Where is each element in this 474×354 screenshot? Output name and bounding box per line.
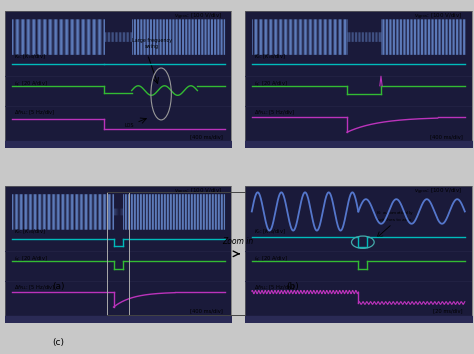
- Text: $K_c$: [$K_{c0}$/div]: $K_c$: [$K_{c0}$/div]: [14, 53, 46, 62]
- Text: LOS: LOS: [125, 123, 134, 128]
- Text: $\Delta f_{PLL}$: [5 Hz/div]: $\Delta f_{PLL}$: [5 Hz/div]: [14, 109, 55, 118]
- Text: Large frequency
swing: Large frequency swing: [132, 38, 172, 49]
- Text: $v_{gpvs}$: [100 V/div]: $v_{gpvs}$: [100 V/div]: [414, 187, 463, 197]
- Text: $v_{gpvs}$: [100 V/div]: $v_{gpvs}$: [100 V/div]: [174, 12, 222, 22]
- Text: $i_q$: [20 A/div]: $i_q$: [20 A/div]: [254, 80, 288, 90]
- Text: $K_c$: [$K_{c0}$/div]: $K_c$: [$K_{c0}$/div]: [254, 227, 286, 236]
- Text: [400 ms/div]: [400 ms/div]: [190, 309, 222, 314]
- Text: Zoom in: Zoom in: [223, 237, 254, 246]
- Text: $\Delta f_{PLL}$: [5 Hz/div]: $\Delta f_{PLL}$: [5 Hz/div]: [254, 284, 295, 292]
- Text: (a): (a): [52, 281, 64, 291]
- Text: $\Delta f_{PLL}$: [5 Hz/div]: $\Delta f_{PLL}$: [5 Hz/div]: [14, 284, 55, 292]
- Text: (b): (b): [287, 281, 299, 291]
- Text: $v_{gpvs}$: [100 V/div]: $v_{gpvs}$: [100 V/div]: [174, 187, 222, 197]
- Text: $K_c$: [$K_{c0}$/div]: $K_c$: [$K_{c0}$/div]: [254, 53, 286, 62]
- Text: (c): (c): [52, 338, 64, 347]
- Text: $\Delta f_{PLL}$: [5 Hz/div]: $\Delta f_{PLL}$: [5 Hz/div]: [254, 109, 295, 118]
- Text: $v_{gpvs}$: [100 V/div]: $v_{gpvs}$: [100 V/div]: [414, 12, 463, 22]
- Text: [400 ms/div]: [400 ms/div]: [190, 134, 222, 139]
- Text: [20 ms/div]: [20 ms/div]: [433, 309, 463, 314]
- Text: [400 ms/div]: [400 ms/div]: [430, 134, 463, 139]
- Text: $i_q$: [20 A/div]: $i_q$: [20 A/div]: [254, 255, 288, 265]
- Text: $i_q$: [20 A/div]: $i_q$: [20 A/div]: [14, 80, 48, 90]
- Text: $i_q$: [20 A/div]: $i_q$: [20 A/div]: [14, 255, 48, 265]
- Text: $K_c$: [$K_{c0}$/div]: $K_c$: [$K_{c0}$/div]: [14, 228, 46, 236]
- Text: $K_c$ automatically
switches to zero: $K_c$ automatically switches to zero: [376, 209, 414, 222]
